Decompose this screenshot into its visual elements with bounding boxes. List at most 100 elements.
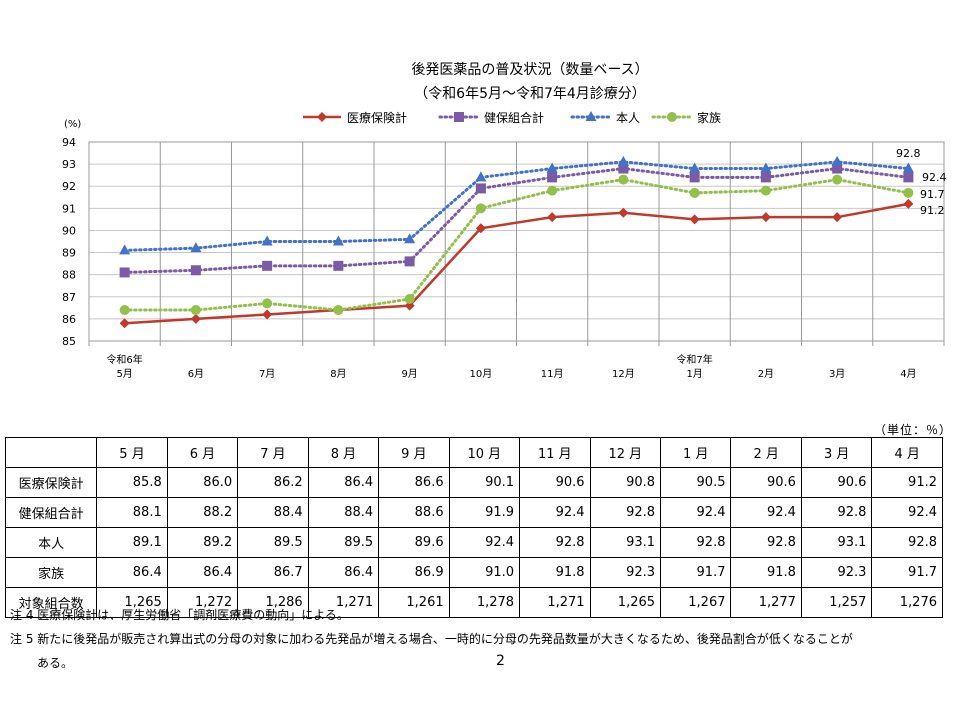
table-cell: 86.7 [237,557,309,588]
series-0-point [618,207,629,218]
series-line-3 [123,178,910,312]
series-0-point [119,318,130,329]
series-2-point [760,162,772,173]
column-header: 12 月 [589,437,662,468]
table-cell: 90.6 [800,467,873,498]
column-header: 8 月 [307,437,380,468]
table-cell: 91.7 [660,557,732,588]
x-year-label: 令和7年 [676,353,712,366]
column-header: 1 月 [660,437,732,468]
series-0-point [547,212,558,223]
x-tick-label: 7月 [259,368,275,380]
legend-marker-0 [317,112,327,122]
series-2-point [332,235,344,246]
legend-label: 医療保険計 [347,110,407,125]
table-cell: 1,272 [166,587,239,618]
table-cell: 91.2 [871,467,943,498]
series-1-point [475,183,486,194]
x-tick-label: 11月 [541,368,564,380]
x-tick-label: 12月 [612,368,635,380]
y-tick-label: 89 [62,247,76,260]
note-5: 注 5 新たに後発品が販売され算出式の分母の対象に加わる先発品が増える場合、一時… [10,632,853,646]
table-cell: 1,261 [378,587,450,618]
x-tick-label: 5月 [116,368,132,380]
table-cell: 88.1 [96,497,168,528]
series-2-point [261,235,273,246]
table-cell: 89.5 [237,527,309,558]
table-row: 医療保険計 85.8 86.0 86.2 86.4 86.6 90.1 90.6 90.8 90.… [4,467,943,498]
legend-label: 家族 [697,110,721,125]
table-cell: 92.4 [660,497,732,528]
x-tick-label: 6月 [188,368,204,380]
table-row: 対象組合数 1,265 1,272 1,286 1,271 1,261 1,278 1,271… [4,587,943,618]
table-header-row: 5 月 6 月 7 月 8 月 9 月 10 月 11 月 12 月 1 月 2… [4,437,943,468]
table-cell: 91.0 [448,557,521,588]
series-line-1 [123,167,910,274]
y-tick-label: 92 [62,180,76,193]
y-tick-label: 91 [62,202,76,215]
table-row: 家族 86.4 86.4 86.7 86.4 86.9 91.0 91.8 92.3 91.7 91… [4,557,943,588]
x-year-label: 令和6年 [106,353,142,366]
x-tick-label: 9月 [401,368,417,380]
table-cell: 89.5 [307,527,380,558]
legend-label: 本人 [616,111,640,125]
y-tick-label: 90 [62,224,76,237]
chart-subtitle: （令和6年5月～令和7年4月診療分） [414,85,646,102]
series-3-point [119,305,130,316]
end-value-label: 91.2 [920,204,945,217]
column-header: 3 月 [800,437,873,468]
table-cell: 89.6 [378,527,450,558]
end-value-label: 91.7 [920,188,945,201]
series-3-point [689,187,700,198]
x-tick-label: 2月 [758,368,774,380]
chart-title: 後発医薬品の普及状況（数量ベース） [411,62,648,78]
series-0-point [832,212,843,223]
table-row: 本人 89.1 89.2 89.5 89.5 89.6 92.4 92.8 93.1 92.8 92… [4,527,943,558]
column-header: 11 月 [519,437,591,468]
table-cell: 92.8 [871,527,943,558]
table-row: 健保組合計 88.1 88.2 88.4 88.4 88.6 91.9 92.4 92.8 92.… [4,497,943,528]
series-3-point [760,185,771,196]
series-1-point [333,260,344,271]
series-2-point [831,155,843,166]
x-tick-label: 8月 [330,368,346,380]
table-cell: 1,271 [519,587,591,618]
table-cell: 89.2 [166,527,239,558]
x-tick-label: 3月 [829,368,845,380]
line-chart: 後発医薬品の普及状況（数量ベース） （令和6年5月～令和7年4月診療分） (%) 85… [62,62,947,380]
series-2-point [404,233,416,244]
series-3-point [547,185,558,196]
table-cell: 92.8 [730,527,802,558]
series-3-point [832,174,843,185]
table-cell: 1,277 [730,587,802,618]
series-1-point [404,256,415,267]
column-header: 5 月 [96,437,168,468]
table-cell: 88.4 [237,497,309,528]
data-table: 5 月 6 月 7 月 8 月 9 月 10 月 11 月 12 月 1 月 2… [4,437,943,618]
table-cell: 90.6 [730,467,802,498]
series-0-point [190,313,201,324]
note-4: 注 4 医療保険計は、厚生労働省「調剤医療費の動向」による。 [10,608,349,622]
table-cell: 92.3 [800,557,873,588]
series-3-point [262,298,273,309]
table-cell: 92.8 [519,527,591,558]
legend-marker-3 [667,112,677,122]
column-header: 10 月 [448,437,521,468]
table-cell: 90.6 [519,467,591,498]
y-tick-label: 88 [62,269,76,282]
table-cell: 86.4 [307,557,380,588]
note-5-continued: ある。 [37,656,74,670]
series-1-point [547,172,558,183]
series-1-point [903,172,914,183]
series-2-point [617,155,629,166]
table-cell: 1,271 [307,587,380,618]
table-cell: 91.8 [730,557,802,588]
table-cell: 1,265 [96,587,168,618]
legend-marker-2 [585,111,597,121]
series-2-point [190,242,202,253]
series-1-point [760,172,771,183]
row-label: 健保組合計 [4,497,98,528]
table-cell: 86.4 [166,557,239,588]
y-tick-label: 87 [62,291,76,304]
legend-marker-1 [454,112,464,122]
